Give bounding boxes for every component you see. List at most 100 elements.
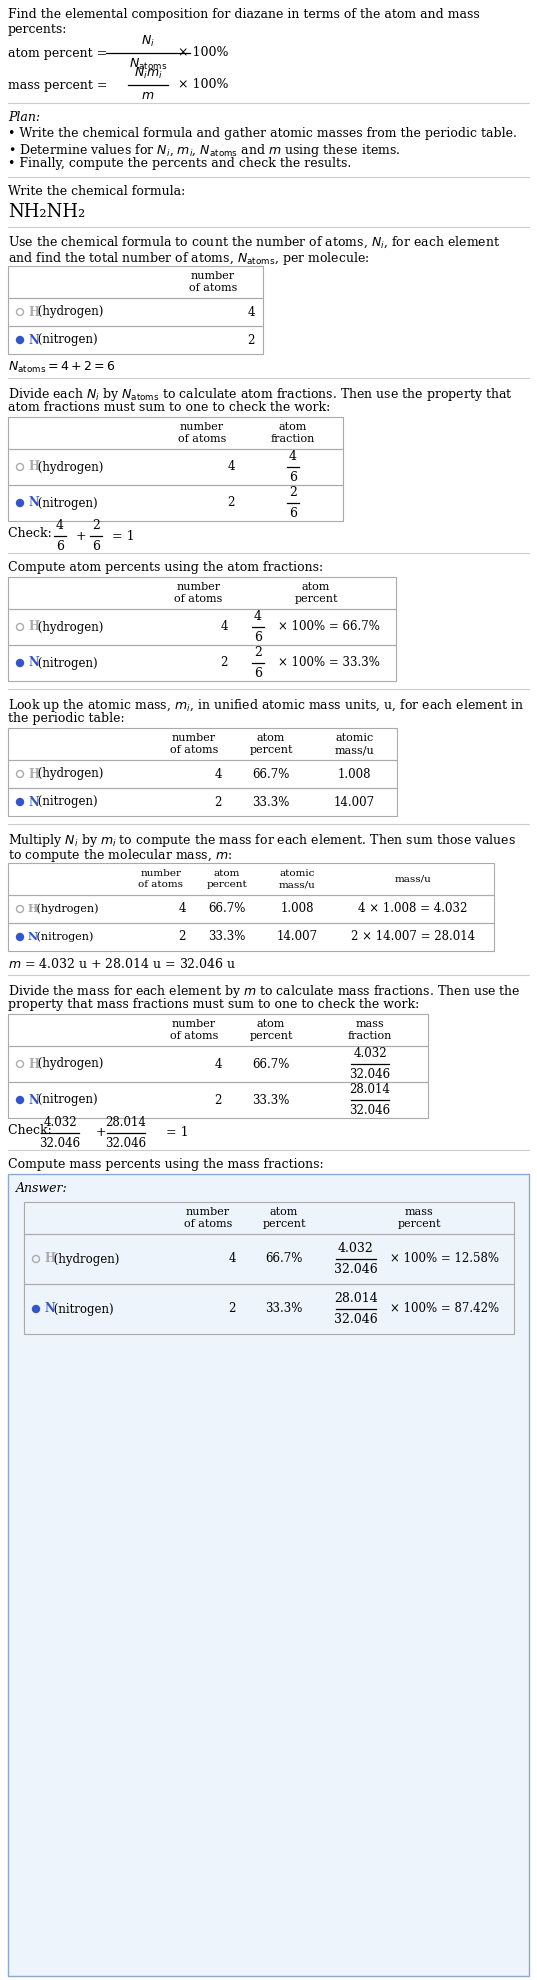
Text: 4: 4 bbox=[214, 1057, 222, 1071]
Bar bbox=[8, 729, 397, 760]
Text: H: H bbox=[28, 620, 39, 634]
Text: (nitrogen): (nitrogen) bbox=[33, 657, 97, 669]
Text: (hydrogen): (hydrogen) bbox=[49, 1253, 119, 1265]
Text: 66.7%: 66.7% bbox=[252, 768, 289, 780]
Bar bbox=[8, 895, 494, 923]
Circle shape bbox=[17, 659, 24, 667]
Text: Multiply $N_i$ by $m_i$ to compute the mass for each element. Then sum those val: Multiply $N_i$ by $m_i$ to compute the m… bbox=[8, 832, 516, 849]
Text: (nitrogen): (nitrogen) bbox=[33, 497, 97, 509]
Text: 2 × 14.007 = 28.014: 2 × 14.007 = 28.014 bbox=[351, 931, 475, 944]
Bar bbox=[8, 327, 263, 354]
Bar bbox=[24, 1202, 514, 1234]
Text: percents:: percents: bbox=[8, 24, 67, 36]
Bar bbox=[8, 788, 397, 816]
Text: 6: 6 bbox=[254, 632, 262, 644]
Bar bbox=[8, 610, 396, 645]
Text: × 100% = 12.58%: × 100% = 12.58% bbox=[390, 1253, 499, 1265]
Text: and find the total number of atoms, $N_{\mathrm{atoms}}$, per molecule:: and find the total number of atoms, $N_{… bbox=[8, 249, 369, 267]
Circle shape bbox=[17, 499, 24, 507]
Text: 33.3%: 33.3% bbox=[252, 796, 289, 808]
Text: 32.046: 32.046 bbox=[334, 1313, 378, 1327]
Circle shape bbox=[17, 933, 24, 940]
Text: mass percent =: mass percent = bbox=[8, 79, 112, 91]
Bar bbox=[8, 645, 396, 681]
Text: 32.046: 32.046 bbox=[105, 1137, 147, 1150]
Text: 28.014: 28.014 bbox=[106, 1117, 147, 1129]
Text: 32.046: 32.046 bbox=[334, 1263, 378, 1275]
Text: N: N bbox=[28, 657, 39, 669]
Text: Check:: Check: bbox=[8, 527, 56, 541]
Text: N: N bbox=[28, 931, 38, 942]
Text: atom
percent: atom percent bbox=[249, 733, 293, 754]
Text: (hydrogen): (hydrogen) bbox=[33, 305, 103, 319]
Bar bbox=[24, 1283, 514, 1335]
Text: Check:: Check: bbox=[8, 1125, 56, 1137]
Text: 2: 2 bbox=[221, 657, 228, 669]
Text: H: H bbox=[28, 305, 39, 319]
Text: 32.046: 32.046 bbox=[39, 1137, 81, 1150]
Text: (hydrogen): (hydrogen) bbox=[33, 903, 99, 915]
Text: N: N bbox=[28, 1093, 39, 1107]
Text: 33.3%: 33.3% bbox=[208, 931, 246, 944]
Text: • Determine values for $N_i$, $m_i$, $N_{\mathrm{atoms}}$ and $m$ using these it: • Determine values for $N_i$, $m_i$, $N_… bbox=[8, 143, 401, 158]
Bar bbox=[24, 1234, 514, 1283]
Text: 2: 2 bbox=[289, 485, 297, 499]
Text: Find the elemental composition for diazane in terms of the atom and mass: Find the elemental composition for diaza… bbox=[8, 8, 480, 22]
Text: 4: 4 bbox=[56, 519, 64, 533]
Text: atomic
mass/u: atomic mass/u bbox=[335, 733, 374, 754]
Text: +: + bbox=[76, 529, 91, 543]
Text: 32.046: 32.046 bbox=[350, 1105, 390, 1117]
Text: atom
percent: atom percent bbox=[249, 1020, 293, 1041]
Text: 6: 6 bbox=[289, 471, 297, 483]
Text: Divide each $N_i$ by $N_{\mathrm{atoms}}$ to calculate atom fractions. Then use : Divide each $N_i$ by $N_{\mathrm{atoms}}… bbox=[8, 386, 513, 404]
Text: (nitrogen): (nitrogen) bbox=[33, 333, 97, 346]
Text: 6: 6 bbox=[56, 541, 64, 552]
Text: • Finally, compute the percents and check the results.: • Finally, compute the percents and chec… bbox=[8, 156, 351, 170]
Text: 28.014: 28.014 bbox=[334, 1293, 378, 1305]
Text: H: H bbox=[28, 1057, 39, 1071]
Text: 2: 2 bbox=[179, 931, 186, 944]
Text: Look up the atomic mass, $m_i$, in unified atomic mass units, u, for each elemen: Look up the atomic mass, $m_i$, in unifi… bbox=[8, 697, 525, 715]
Text: H: H bbox=[44, 1253, 55, 1265]
Text: (hydrogen): (hydrogen) bbox=[33, 1057, 103, 1071]
Text: (nitrogen): (nitrogen) bbox=[33, 796, 97, 808]
Text: 28.014: 28.014 bbox=[350, 1083, 390, 1097]
Circle shape bbox=[17, 1097, 24, 1103]
Text: 6: 6 bbox=[92, 541, 100, 552]
Text: 32.046: 32.046 bbox=[350, 1067, 390, 1081]
Text: × 100% = 87.42%: × 100% = 87.42% bbox=[390, 1303, 499, 1315]
Text: +: + bbox=[96, 1127, 107, 1140]
Text: number
of atoms: number of atoms bbox=[184, 1206, 232, 1230]
Bar bbox=[8, 265, 263, 299]
Text: 4.032: 4.032 bbox=[338, 1241, 374, 1255]
Text: mass
percent: mass percent bbox=[397, 1206, 441, 1230]
Text: 4: 4 bbox=[229, 1253, 236, 1265]
Bar bbox=[8, 1014, 428, 1045]
Text: 2: 2 bbox=[92, 519, 100, 533]
Text: mass
fraction: mass fraction bbox=[348, 1020, 392, 1041]
Bar bbox=[8, 1174, 529, 1976]
Text: 4: 4 bbox=[228, 461, 235, 473]
Text: number
of atoms: number of atoms bbox=[170, 1020, 218, 1041]
Text: atom fractions must sum to one to check the work:: atom fractions must sum to one to check … bbox=[8, 402, 330, 414]
Text: H: H bbox=[28, 461, 39, 473]
Text: $N_{\mathrm{atoms}} = 4 + 2 = 6$: $N_{\mathrm{atoms}} = 4 + 2 = 6$ bbox=[8, 360, 116, 374]
Bar bbox=[8, 1045, 428, 1081]
Text: 4: 4 bbox=[289, 449, 297, 463]
Text: number
of atoms: number of atoms bbox=[178, 422, 226, 444]
Text: 1.008: 1.008 bbox=[338, 768, 371, 780]
Bar bbox=[8, 485, 343, 521]
Text: 14.007: 14.007 bbox=[334, 796, 375, 808]
Text: $m$: $m$ bbox=[141, 89, 155, 103]
Text: (hydrogen): (hydrogen) bbox=[33, 768, 103, 780]
Text: 4: 4 bbox=[214, 768, 222, 780]
Text: 2: 2 bbox=[248, 333, 255, 346]
Circle shape bbox=[17, 337, 24, 343]
Text: number
of atoms: number of atoms bbox=[170, 733, 218, 754]
Text: number
of atoms: number of atoms bbox=[139, 869, 184, 889]
Text: property that mass fractions must sum to one to check the work:: property that mass fractions must sum to… bbox=[8, 998, 419, 1012]
Text: NH₂NH₂: NH₂NH₂ bbox=[8, 204, 85, 222]
Text: 2: 2 bbox=[229, 1303, 236, 1315]
Text: 6: 6 bbox=[254, 667, 262, 679]
Text: 2: 2 bbox=[254, 645, 262, 659]
